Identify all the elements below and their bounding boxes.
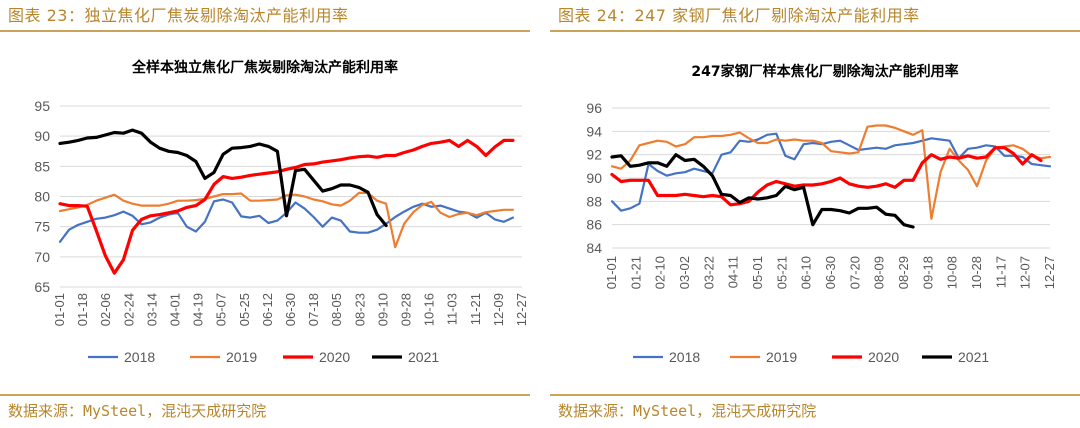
y-tick-label: 96 — [586, 100, 602, 116]
series-line-2021 — [610, 153, 915, 229]
series-line-2019 — [58, 191, 515, 249]
x-tick-label: 11-21 — [468, 293, 483, 325]
x-tick-label: 03-22 — [701, 256, 716, 289]
chart-independent-coking: 全样本独立焦化厂焦炭剔除淘汰产能利用率 65 70 75 80 85 90 95 01-01 01… — [34, 59, 529, 365]
legend-label: 2021 — [408, 349, 439, 365]
x-tick-label: 12-27 — [1042, 256, 1057, 289]
x-tick-label: 07-18 — [306, 293, 321, 326]
divider — [0, 30, 530, 32]
y-tick-label: 75 — [34, 219, 50, 235]
series-line-2019 — [610, 124, 1052, 220]
x-tick-label: 05-25 — [237, 293, 252, 326]
figure-caption: 图表 24：247 家钢厂焦化厂剔除淘汰产能利用率 — [558, 6, 920, 25]
y-tick-label: 90 — [34, 128, 50, 144]
figure-23: 图表 23：独立焦化厂焦炭剔除淘汰产能利用率 全样本独立焦化厂焦炭剔除淘汰产能利… — [0, 0, 530, 428]
divider — [550, 394, 1080, 396]
x-tick-label: 01-01 — [604, 256, 619, 289]
x-tick-label: 03-02 — [677, 256, 692, 289]
x-tick-label: 08-09 — [872, 256, 887, 289]
legend-label: 2018 — [669, 349, 700, 365]
x-tick-label: 05-01 — [750, 256, 765, 289]
x-tick-label: 05-21 — [774, 256, 789, 289]
x-tick-label: 01-01 — [52, 293, 67, 326]
x-tick-label: 05-07 — [214, 293, 229, 326]
x-tick-label: 02-24 — [121, 293, 136, 326]
x-tick-label: 03-14 — [144, 293, 159, 326]
y-tick-label: 80 — [34, 189, 50, 205]
x-tick-label: 06-30 — [283, 293, 298, 326]
x-tick-label: 04-01 — [168, 293, 183, 326]
y-tick-label: 88 — [586, 193, 602, 209]
series-line-2020 — [610, 146, 1043, 207]
figure-24: 图表 24：247 家钢厂焦化厂剔除淘汰产能利用率 247家钢厂样本焦化厂剔除淘… — [550, 0, 1080, 428]
x-tick-label: 09-10 — [375, 293, 390, 326]
divider — [0, 394, 530, 396]
x-tick-label: 04-11 — [726, 256, 741, 288]
x-tick-label: 02-10 — [653, 256, 668, 289]
chart-steel-mill-coking: 247家钢厂样本焦化厂剔除淘汰产能利用率 84 86 88 90 92 94 96 01-01 0… — [586, 63, 1057, 365]
legend-label: 2020 — [319, 349, 350, 365]
source-note: 数据来源：MySteel，混沌天成研究院 — [8, 402, 267, 420]
y-tick-label: 90 — [586, 170, 602, 186]
x-tick-label: 07-20 — [847, 256, 862, 289]
x-tick-label: 01-21 — [628, 256, 643, 289]
x-tick-label: 08-23 — [352, 293, 367, 326]
x-tick-label: 02-06 — [98, 293, 113, 326]
legend-label: 2019 — [226, 349, 257, 365]
chart-title: 全样本独立焦化厂焦炭剔除淘汰产能利用率 — [131, 59, 398, 76]
figure-caption: 图表 23：独立焦化厂焦炭剔除淘汰产能利用率 — [8, 6, 349, 25]
x-tick-label: 08-05 — [329, 293, 344, 326]
x-tick-label: 09-18 — [920, 256, 935, 289]
x-tick-label: 08-29 — [896, 256, 911, 289]
y-tick-label: 70 — [34, 249, 50, 265]
y-tick-label: 85 — [34, 158, 50, 174]
x-tick-label: 06-12 — [260, 293, 275, 326]
x-tick-label: 11-17 — [993, 256, 1008, 288]
legend-label: 2019 — [766, 349, 797, 365]
y-tick-label: 92 — [586, 147, 602, 163]
series-line-2021 — [58, 128, 388, 228]
x-tick-label: 04-19 — [191, 293, 206, 326]
x-tick-label: 12-09 — [491, 293, 506, 326]
x-tick-label: 12-27 — [514, 293, 529, 326]
series-line-2018 — [610, 132, 1052, 212]
y-tick-label: 65 — [34, 279, 50, 295]
divider — [550, 30, 1080, 32]
source-note: 数据来源：MySteel，混沌天成研究院 — [558, 402, 817, 420]
x-tick-label: 10-16 — [422, 293, 437, 326]
y-tick-label: 86 — [586, 217, 602, 233]
x-tick-label: 10-08 — [945, 256, 960, 289]
x-tick-label: 12-07 — [1018, 256, 1033, 289]
x-tick-label: 01-18 — [75, 293, 90, 326]
chart-title: 247家钢厂样本焦化厂剔除淘汰产能利用率 — [691, 63, 958, 80]
x-tick-label: 09-28 — [399, 293, 414, 326]
x-tick-label: 06-10 — [799, 256, 814, 289]
y-tick-label: 84 — [586, 240, 602, 256]
x-tick-label: 11-03 — [445, 293, 460, 325]
x-tick-label: 10-28 — [969, 256, 984, 289]
y-tick-label: 95 — [34, 98, 50, 114]
y-tick-label: 94 — [586, 123, 602, 139]
legend-label: 2018 — [124, 349, 155, 365]
x-tick-label: 06-30 — [823, 256, 838, 289]
legend-label: 2020 — [868, 349, 899, 365]
legend-label: 2021 — [958, 349, 989, 365]
series-line-2020 — [58, 138, 515, 275]
